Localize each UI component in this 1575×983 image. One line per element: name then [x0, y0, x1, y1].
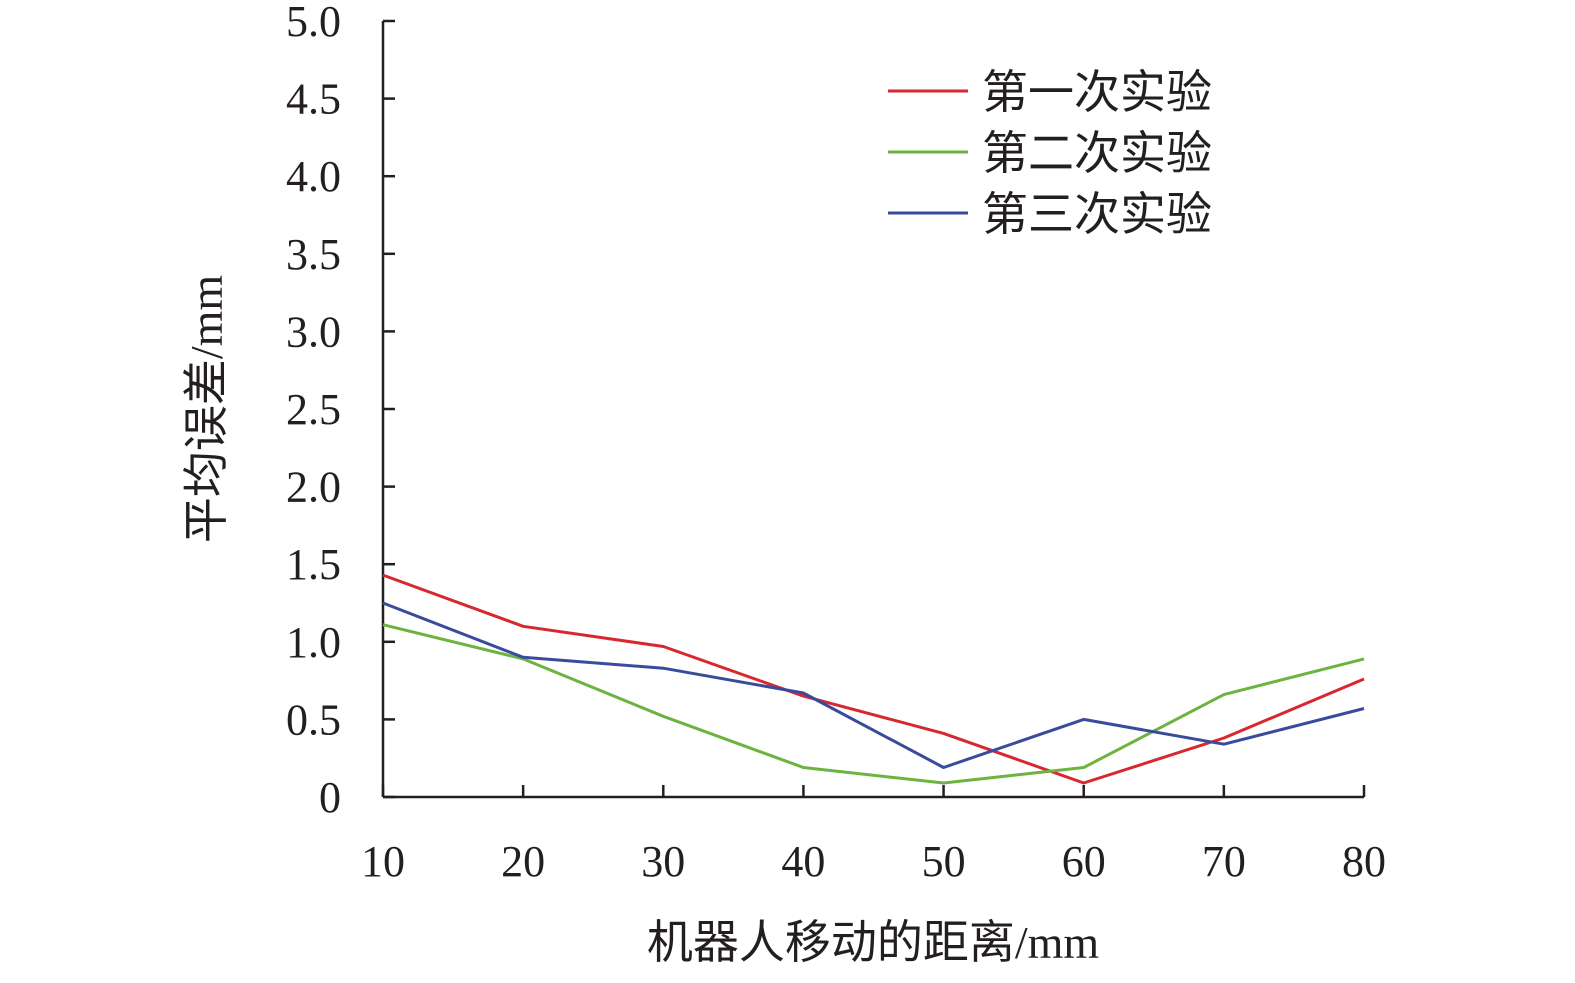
- legend-label-1: 第一次实验: [982, 67, 1212, 118]
- x-tick-label: 40: [781, 837, 825, 886]
- y-tick-label: 2.0: [286, 463, 341, 512]
- series-line-2: [382, 623, 1365, 785]
- x-tick-label: 60: [1062, 837, 1106, 886]
- x-tick-label: 20: [501, 837, 545, 886]
- y-tick-label: 3.0: [286, 307, 341, 356]
- y-tick-label: 4.5: [286, 75, 341, 124]
- y-tick-label: 3.5: [286, 230, 341, 279]
- y-ticks: 0 0.5 1.0 1.5 2.0 2.5 3.0 3.5 4.0 4.5 5.0: [286, 0, 395, 822]
- x-tick-label: 70: [1202, 837, 1246, 886]
- x-tick-label: 30: [641, 837, 685, 886]
- y-tick-label: 4.0: [286, 152, 341, 201]
- axes: [381, 21, 1364, 799]
- y-axis-title: 平均误差/mm: [181, 275, 232, 544]
- x-tick-label: 80: [1342, 837, 1386, 886]
- x-axis-title: 机器人移动的距离/mm: [647, 917, 1100, 968]
- legend-label-3: 第三次实验: [982, 189, 1212, 240]
- series-line-1: [382, 573, 1365, 785]
- legend-label-2: 第二次实验: [982, 128, 1212, 179]
- x-tick-label: 10: [361, 837, 405, 886]
- series-line-3: [382, 601, 1365, 769]
- y-tick-label: 0.5: [286, 695, 341, 744]
- x-tick-label: 50: [922, 837, 966, 886]
- y-tick-label: 1.0: [286, 618, 341, 667]
- y-tick-label: 0: [319, 773, 341, 822]
- y-tick-label: 2.5: [286, 385, 341, 434]
- y-tick-label: 5.0: [286, 0, 341, 46]
- y-tick-label: 1.5: [286, 540, 341, 589]
- series-lines: [382, 573, 1365, 785]
- x-ticks: 10 20 30 40 50 60 70 80: [361, 785, 1386, 886]
